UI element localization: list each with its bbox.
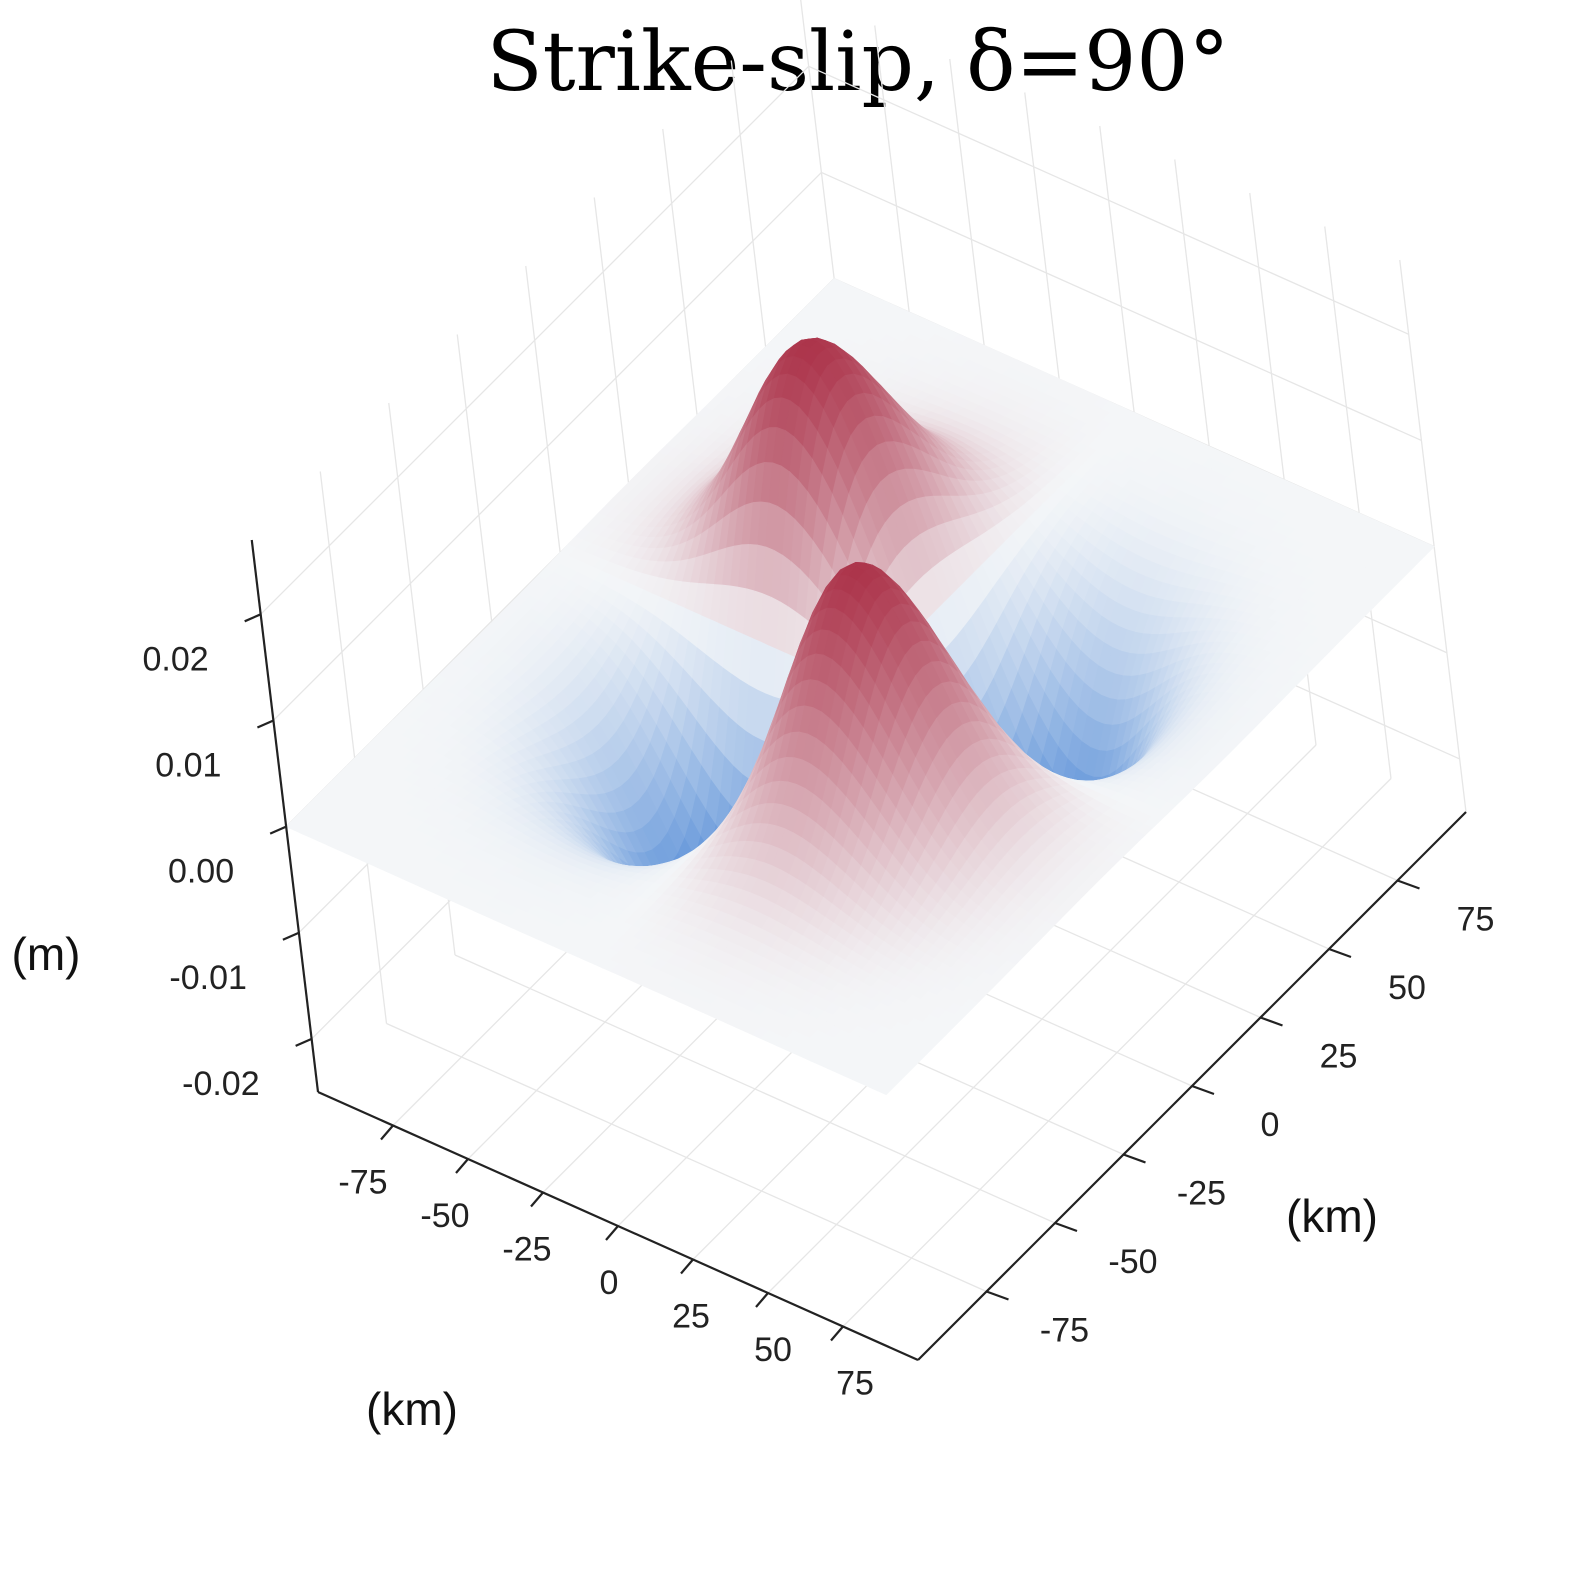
floor-grid-line [386,1022,987,1293]
side-wall-grid-line [272,172,822,721]
back-wall-grid-line [1324,226,1392,779]
back-wall-grid-line [808,65,1409,335]
surface-plot [285,278,1435,1096]
chart-title: Strike-slip, δ=90° [486,15,1229,110]
floor-grid-line [454,954,1056,1224]
corner-grid-line [1399,259,1467,813]
side-wall-grid-line [260,65,810,615]
back-wall-grid-line [821,171,1422,442]
side-wall-grid-line [319,471,388,1024]
